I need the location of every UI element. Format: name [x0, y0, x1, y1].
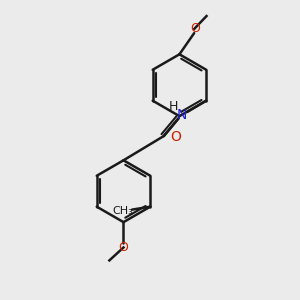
Text: N: N — [177, 108, 187, 122]
Text: H: H — [169, 100, 178, 113]
Text: O: O — [118, 241, 128, 254]
Text: O: O — [190, 22, 200, 35]
Text: O: O — [170, 130, 181, 144]
Text: CH₃: CH₃ — [113, 206, 134, 216]
